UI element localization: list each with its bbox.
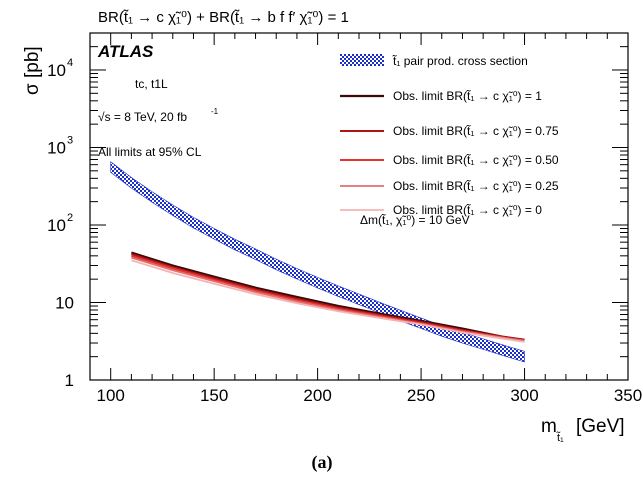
legend-band-label: t̃₁ pair prod. cross section [392,53,528,68]
y-tick-label-1: 1 [65,371,74,390]
limit-lines-layer [131,251,525,343]
x-axis-label: m t̃₁ [GeV] [541,416,625,444]
legend-label-br-0: Obs. limit BR(t̃₁ → c χ̃₁⁰) = 0 [393,202,542,217]
energy-text: √s = 8 TeV, 20 fb [98,110,187,124]
legend-label-br-050: Obs. limit BR(t̃₁ → c χ̃₁⁰) = 0.50 [393,152,559,167]
y-tick-exp-100: 2 [67,212,73,224]
legend-label-br-075: Obs. limit BR(t̃₁ → c χ̃₁⁰) = 0.75 [393,123,559,138]
y-tick-label-10: 10 [55,293,74,312]
analysis-label: tc, t1L [135,77,168,91]
obs-limit-line-4 [131,259,525,343]
obs-limit-line-2 [131,254,525,342]
x-axis-label-main: m [541,416,557,437]
cross-section-band-layer [110,161,525,363]
legend: t̃₁ pair prod. cross section Obs. limit … [340,53,559,217]
x-tick-label-200: 200 [303,386,331,405]
x-tick-label-150: 150 [200,386,228,405]
legend-label-br-1: Obs. limit BR(t̃₁ → c χ̃₁⁰) = 1 [393,88,542,103]
atlas-label: ATLAS [97,42,154,61]
panel-label: (a) [312,452,333,473]
energy-sup: -1 [211,107,219,116]
cl-label: All limits at 95% CL [98,145,202,159]
legend-band-swatch [340,54,384,66]
y-tick-label-10000: 10 [47,61,66,80]
energy-label: √s = 8 TeV, 20 fb -1 [98,107,219,124]
y-tick-label-1000: 10 [47,138,66,157]
y-tick-exp-1000: 3 [67,134,73,146]
obs-limit-line-0 [131,251,525,341]
legend-label-br-025: Obs. limit BR(t̃₁ → c χ̃₁⁰) = 0.25 [393,178,559,193]
axis-ticks [89,32,629,381]
cross-section-band [110,161,525,363]
x-tick-label-250: 250 [407,386,435,405]
x-tick-label-100: 100 [97,386,125,405]
y-tick-label-100: 10 [47,216,66,235]
delta-m-label: Δm(t̃₁, χ̃₁⁰) = 10 GeV [360,212,470,227]
chart-title: BR(t̃₁ → c χ̃₁⁰) + BR(t̃₁ → b f f′ χ̃₁⁰)… [98,9,349,26]
y-tick-exp-10000: 4 [67,57,73,69]
x-tick-label-350: 350 [614,386,642,405]
x-axis-label-sub: t̃₁ [556,431,564,444]
y-axis-label: σ [pb] [22,46,43,95]
x-tick-label-300: 300 [510,386,538,405]
obs-limit-line-1 [131,253,525,341]
x-axis-label-unit: [GeV] [576,416,625,437]
